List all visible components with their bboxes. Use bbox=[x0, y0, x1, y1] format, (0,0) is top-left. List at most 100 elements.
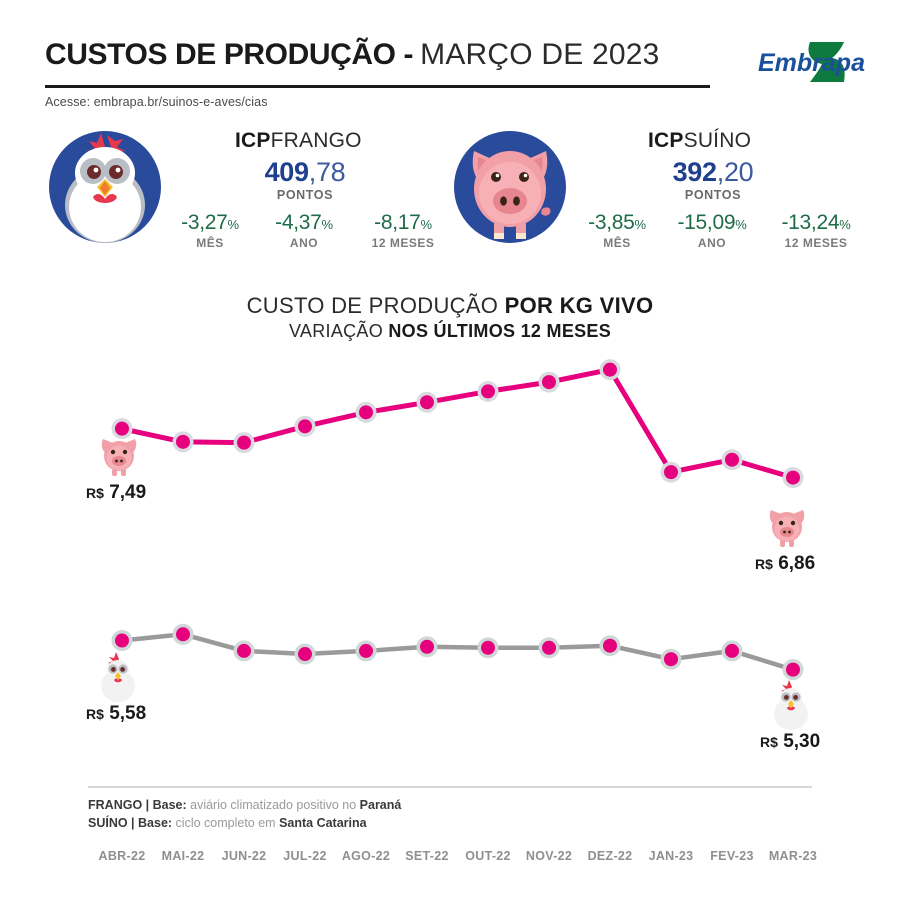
icp-suino-value: 392,20 bbox=[648, 157, 778, 188]
icp-frango-change-12m-label: 12 MESES bbox=[371, 236, 435, 250]
icp-suino-panel: ICPSUÍNO 392,20 PONTOS -3,85% MÊS -15,09… bbox=[450, 125, 860, 265]
data-point[interactable] bbox=[481, 640, 495, 655]
icp-suino-value-dec: ,20 bbox=[716, 157, 754, 187]
chicken-avatar-icon bbox=[49, 131, 161, 243]
x-axis-label: OUT-22 bbox=[465, 849, 511, 863]
x-axis-label: MAI-22 bbox=[161, 849, 205, 863]
icp-frango-value-int: 409 bbox=[264, 157, 309, 187]
icp-frango-value-dec: ,78 bbox=[308, 157, 346, 187]
data-point[interactable] bbox=[664, 465, 678, 480]
footer-notes: FRANGO | Base: aviário climatizado posit… bbox=[88, 796, 401, 832]
frango-start-amount: 5,58 bbox=[109, 703, 147, 724]
pct-symbol: % bbox=[420, 217, 433, 232]
data-point[interactable] bbox=[786, 662, 800, 677]
footer-line-suino-text: ciclo completo em bbox=[172, 816, 280, 830]
suino-start-label: R$ 7,49 bbox=[86, 482, 146, 504]
data-point[interactable] bbox=[603, 638, 617, 653]
page-title: CUSTOS DE PRODUÇÃO - MARÇO DE 2023 bbox=[45, 38, 855, 72]
data-point[interactable] bbox=[115, 633, 129, 648]
pct-number: -13,24 bbox=[781, 211, 840, 234]
icp-frango-change-mes-value: -3,27% bbox=[163, 211, 257, 235]
x-axis-label: DEZ-22 bbox=[587, 849, 633, 863]
data-point[interactable] bbox=[542, 375, 556, 390]
icp-frango-panel: ICPFRANGO 409,78 PONTOS -3,27% MÊS -4,37… bbox=[45, 125, 445, 265]
access-url: Acesse: embrapa.br/suinos-e-aves/cias bbox=[45, 95, 268, 109]
icp-suino-changes: -3,85% MÊS -15,09% ANO -13,24% 12 MESES bbox=[572, 211, 870, 250]
icp-suino-change-ano-value: -15,09% bbox=[662, 211, 762, 235]
icp-frango-value: 409,78 bbox=[235, 157, 375, 188]
x-axis: ABR-22 MAI-22 JUN-22 JUL-22 AGO-22 SET-22 OUT-… bbox=[0, 845, 900, 875]
icp-suino-change-mes-value: -3,85% bbox=[572, 211, 662, 235]
data-point[interactable] bbox=[359, 405, 373, 420]
icp-suino-title: ICPSUÍNO bbox=[648, 129, 751, 153]
data-point[interactable] bbox=[359, 643, 373, 658]
chart-title-line2: VARIAÇÃO NOS ÚLTIMOS 12 MESES bbox=[0, 321, 900, 342]
chart-title-line1-bold: POR KG VIVO bbox=[504, 293, 654, 318]
pct-number: -15,09 bbox=[677, 211, 736, 234]
chart-title-line1: CUSTO DE PRODUÇÃO POR KG VIVO bbox=[0, 293, 900, 319]
x-axis-label: ABR-22 bbox=[98, 849, 146, 863]
icp-frango-unit: PONTOS bbox=[276, 188, 334, 202]
data-point[interactable] bbox=[176, 434, 190, 449]
chart-title-line2-bold: NOS ÚLTIMOS 12 MESES bbox=[388, 321, 612, 341]
data-point[interactable] bbox=[237, 643, 251, 658]
embrapa-logo-icon: Embrapa bbox=[758, 42, 865, 82]
data-point[interactable] bbox=[481, 384, 495, 399]
footer-line-suino-place: Santa Catarina bbox=[279, 816, 367, 830]
icp-frango-change-ano-value: -4,37% bbox=[257, 211, 351, 235]
suino-start-currency: R$ bbox=[86, 485, 104, 501]
footer-line-suino-label: SUÍNO | Base: bbox=[88, 816, 173, 830]
data-point[interactable] bbox=[237, 435, 251, 450]
icp-frango-change-mes: -3,27% MÊS bbox=[163, 211, 257, 250]
data-point[interactable] bbox=[542, 640, 556, 655]
data-point[interactable] bbox=[603, 362, 617, 377]
x-axis-label: JUL-22 bbox=[283, 849, 327, 863]
icp-suino-title-bold: ICP bbox=[648, 129, 684, 152]
data-point[interactable] bbox=[115, 421, 129, 436]
line-chart-canvas bbox=[111, 359, 804, 681]
pct-number: -3,27 bbox=[181, 211, 228, 234]
chicken-icon bbox=[101, 652, 135, 702]
icp-suino-unit: PONTOS bbox=[684, 188, 742, 202]
icp-suino-change-mes-label: MÊS bbox=[603, 236, 631, 250]
suino-end-amount: 6,86 bbox=[778, 553, 816, 574]
data-point[interactable] bbox=[786, 470, 800, 485]
x-axis-label: NOV-22 bbox=[525, 849, 573, 863]
icp-suino-value-int: 392 bbox=[672, 157, 717, 187]
data-point[interactable] bbox=[176, 627, 190, 642]
data-point[interactable] bbox=[420, 639, 434, 654]
x-axis-label: JUN-22 bbox=[221, 849, 267, 863]
icp-frango-change-ano-label: ANO bbox=[289, 236, 319, 250]
x-axis-label: AGO-22 bbox=[341, 849, 391, 863]
header: CUSTOS DE PRODUÇÃO - MARÇO DE 2023 Acess… bbox=[45, 38, 855, 109]
data-point[interactable] bbox=[725, 452, 739, 467]
pig-avatar-icon bbox=[454, 131, 566, 243]
pct-number: -4,37 bbox=[275, 211, 322, 234]
icp-frango-changes: -3,27% MÊS -4,37% ANO -8,17% 12 MESES bbox=[163, 211, 455, 250]
x-axis-label: MAR-23 bbox=[768, 849, 818, 863]
suino-start-amount: 7,49 bbox=[109, 482, 147, 503]
pct-symbol: % bbox=[227, 217, 240, 232]
icp-suino-change-12m-value: -13,24% bbox=[762, 211, 870, 235]
page-title-strong: CUSTOS DE PRODUÇÃO - bbox=[45, 38, 414, 71]
x-axis-label: FEV-23 bbox=[710, 849, 754, 863]
series-line bbox=[119, 632, 796, 672]
suino-end-currency: R$ bbox=[755, 556, 773, 572]
data-point[interactable] bbox=[420, 395, 434, 410]
pig-icon bbox=[101, 439, 137, 476]
data-point[interactable] bbox=[664, 652, 678, 667]
series-frango bbox=[111, 623, 804, 681]
pct-symbol: % bbox=[321, 217, 334, 232]
icp-suino-change-mes: -3,85% MÊS bbox=[572, 211, 662, 250]
chart-title: CUSTO DE PRODUÇÃO POR KG VIVO VARIAÇÃO N… bbox=[0, 293, 900, 342]
suino-end-label: R$ 6,86 bbox=[755, 553, 815, 575]
frango-start-label: R$ 5,58 bbox=[86, 703, 146, 725]
data-point[interactable] bbox=[725, 643, 739, 658]
data-point[interactable] bbox=[298, 647, 312, 662]
title-divider bbox=[45, 85, 710, 88]
chart-title-line2-light: VARIAÇÃO bbox=[288, 321, 389, 341]
embrapa-logo[interactable]: Embrapa bbox=[752, 38, 872, 88]
frango-end-currency: R$ bbox=[760, 734, 778, 750]
data-point[interactable] bbox=[298, 419, 312, 434]
